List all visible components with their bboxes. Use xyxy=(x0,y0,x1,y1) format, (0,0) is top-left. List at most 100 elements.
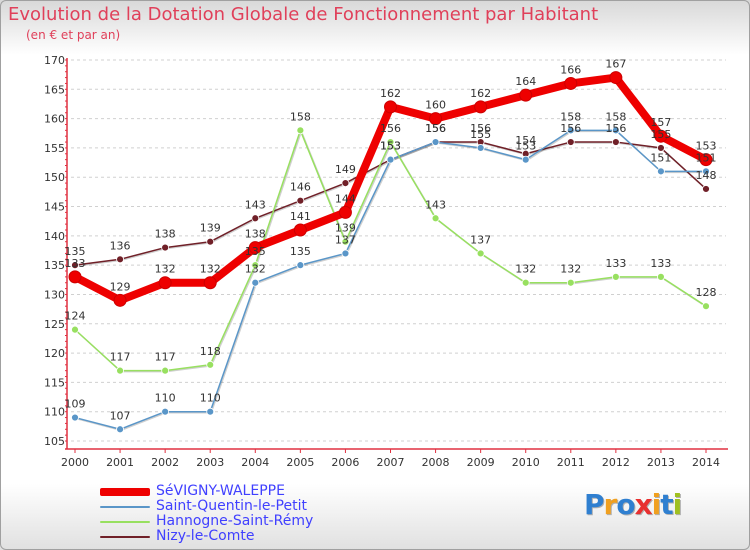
data-point xyxy=(251,278,260,287)
y-tick-label: 145 xyxy=(44,201,65,214)
data-label: 167 xyxy=(605,58,626,71)
chart-title: Evolution de la Dotation Globale de Fonc… xyxy=(8,4,599,25)
proxiti-logo: Proxiti xyxy=(584,488,683,521)
data-point xyxy=(429,112,443,126)
legend: SéVIGNY-WALEPPE Saint-Quentin-le-Petit H… xyxy=(100,484,360,544)
data-point xyxy=(699,153,713,167)
logo-letter: P xyxy=(584,488,605,521)
x-tick-label: 2005 xyxy=(286,456,314,469)
data-point xyxy=(203,276,217,290)
data-label: 135 xyxy=(245,245,266,258)
data-label: 139 xyxy=(200,222,221,235)
data-label: 146 xyxy=(290,181,311,194)
data-label: 124 xyxy=(65,310,86,323)
data-label: 132 xyxy=(200,263,221,276)
data-point xyxy=(296,126,305,135)
data-point xyxy=(702,185,710,193)
legend-swatch xyxy=(100,488,150,496)
data-point xyxy=(564,76,578,90)
data-point xyxy=(654,129,668,143)
data-point xyxy=(251,261,260,270)
data-label: 162 xyxy=(470,87,491,100)
legend-label: SéVIGNY-WALEPPE xyxy=(156,483,285,499)
data-label: 143 xyxy=(245,198,266,211)
data-label: 154 xyxy=(515,134,536,147)
data-point xyxy=(566,138,575,146)
data-point xyxy=(476,249,485,258)
x-tick-label: 2001 xyxy=(106,456,134,469)
data-label: 153 xyxy=(515,140,536,153)
data-point xyxy=(71,325,79,334)
x-tick-label: 2004 xyxy=(241,456,269,469)
data-point xyxy=(161,366,170,375)
data-label: 149 xyxy=(335,163,356,176)
data-label: 157 xyxy=(650,116,671,129)
data-point xyxy=(476,144,485,152)
data-point xyxy=(521,278,530,287)
data-point xyxy=(116,366,124,375)
x-tick-label: 2003 xyxy=(196,456,224,469)
y-tick-label: 130 xyxy=(44,288,65,301)
data-label: 156 xyxy=(380,122,401,135)
data-label: 135 xyxy=(65,245,86,258)
axis-layer: 1051101151201251301351401451501551601651… xyxy=(44,54,728,469)
legend-label: Nizy-le-Comte xyxy=(156,528,255,544)
y-tick-label: 150 xyxy=(44,171,65,184)
x-tick-label: 2010 xyxy=(512,456,540,469)
data-point xyxy=(341,237,350,246)
legend-item: Hannogne-Saint-Rémy xyxy=(100,514,360,529)
data-point xyxy=(206,237,215,246)
data-label: 138 xyxy=(245,228,266,241)
logo-letter: i xyxy=(672,488,683,521)
data-label: 133 xyxy=(650,257,671,270)
data-point xyxy=(248,241,262,255)
data-label: 117 xyxy=(110,351,131,364)
data-label: 138 xyxy=(155,228,176,241)
legend-label: Hannogne-Saint-Rémy xyxy=(156,513,314,529)
data-point xyxy=(657,272,665,281)
data-label: 117 xyxy=(155,351,176,364)
data-label: 129 xyxy=(110,280,131,293)
data-label: 132 xyxy=(155,263,176,276)
legend-swatch xyxy=(100,536,150,538)
data-label: 155 xyxy=(650,128,671,141)
data-label: 148 xyxy=(696,169,717,182)
data-label: 137 xyxy=(470,233,491,246)
data-label: 158 xyxy=(290,110,311,123)
data-point xyxy=(384,100,397,114)
data-label: 139 xyxy=(335,222,356,235)
data-label: 153 xyxy=(380,140,401,153)
x-tick-label: 2002 xyxy=(151,456,179,469)
data-point xyxy=(431,214,440,223)
x-tick-label: 2008 xyxy=(422,456,450,469)
data-point xyxy=(251,214,260,223)
x-tick-label: 2007 xyxy=(377,456,405,469)
y-tick-label: 105 xyxy=(44,435,65,448)
data-label: 109 xyxy=(65,398,86,411)
y-tick-label: 135 xyxy=(44,259,65,272)
data-point xyxy=(158,276,172,290)
data-label: 156 xyxy=(425,122,446,135)
data-label: 162 xyxy=(380,87,401,100)
x-tick-label: 2014 xyxy=(692,456,720,469)
legend-item: SéVIGNY-WALEPPE xyxy=(100,484,360,499)
data-point xyxy=(341,179,350,187)
data-point xyxy=(611,126,620,135)
data-point xyxy=(161,243,170,252)
x-tick-label: 2000 xyxy=(61,456,89,469)
data-label: 158 xyxy=(605,110,626,123)
y-tick-label: 165 xyxy=(44,83,65,96)
data-label: 110 xyxy=(200,392,221,405)
data-label: 151 xyxy=(696,151,717,164)
data-label: 156 xyxy=(470,122,491,135)
data-label: 156 xyxy=(605,122,626,135)
data-label: 135 xyxy=(290,245,311,258)
data-label: 143 xyxy=(425,198,446,211)
data-label: 107 xyxy=(110,409,131,422)
y-tick-label: 155 xyxy=(44,142,65,155)
data-point xyxy=(521,155,530,164)
y-tick-label: 140 xyxy=(44,230,65,243)
data-label: 132 xyxy=(245,263,266,276)
legend-label: Saint-Quentin-le-Petit xyxy=(156,498,307,514)
